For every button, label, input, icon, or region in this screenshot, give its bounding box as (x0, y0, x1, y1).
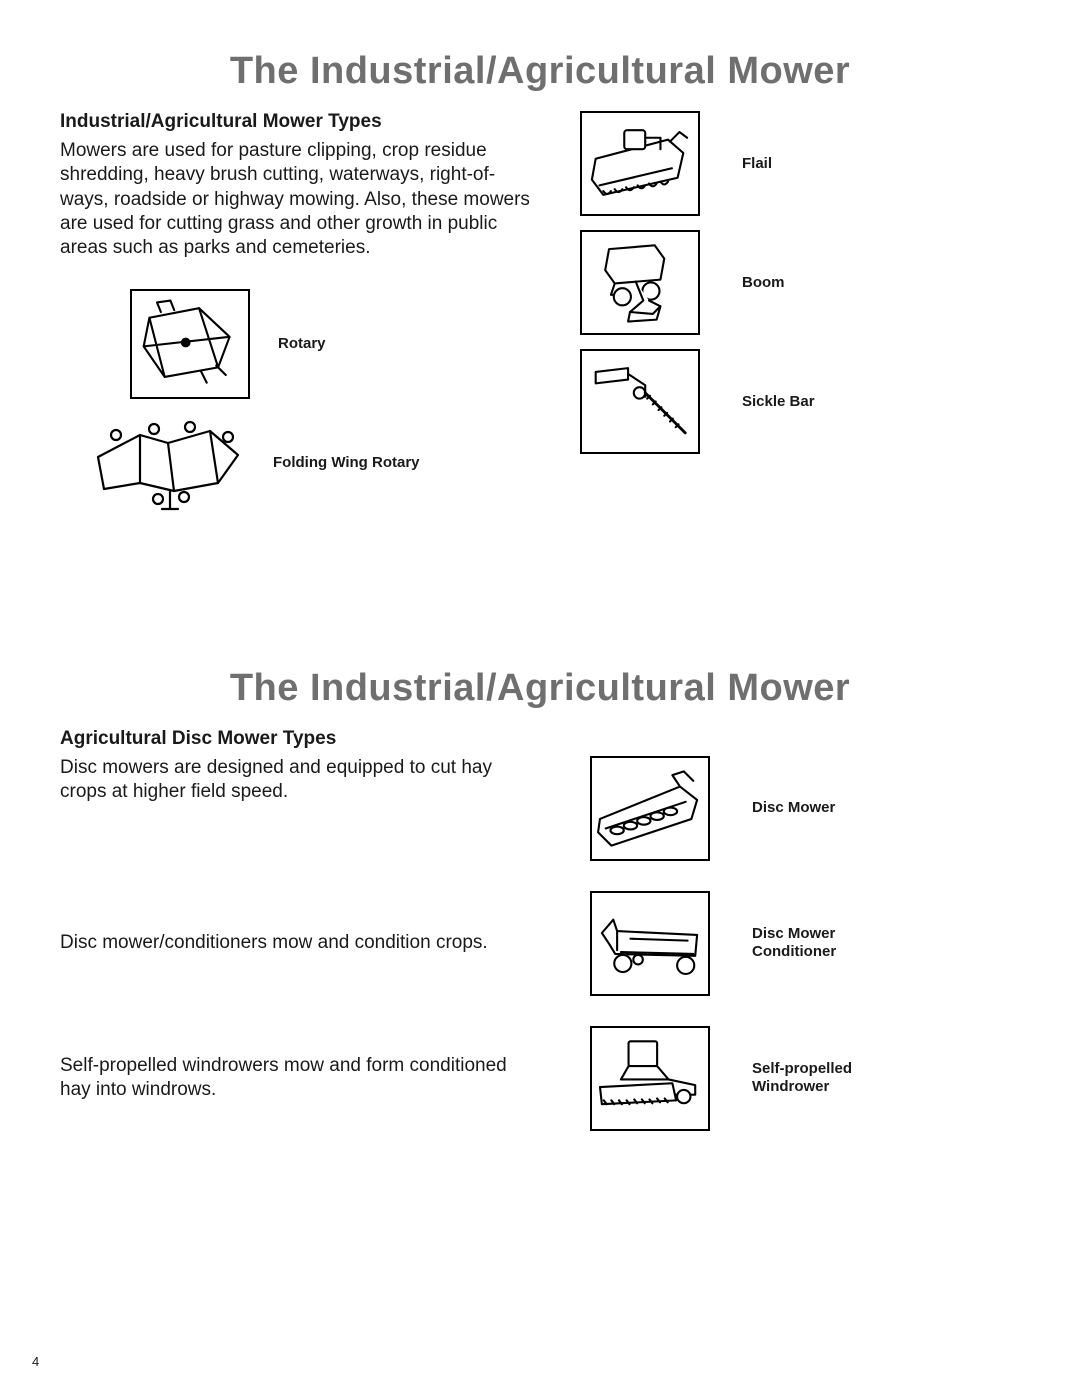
sickle-bar-label: Sickle Bar (742, 393, 815, 411)
section1-columns: Industrial/Agricultural Mower Types Mowe… (60, 111, 1020, 527)
windrower-icon (590, 1026, 710, 1131)
disc-mower-label: Disc Mower (752, 799, 835, 817)
type-row-boom: Boom (580, 230, 1020, 335)
disc-mower-conditioner-label: Disc Mower Conditioner (752, 925, 862, 961)
section1-intro: Mowers are used for pasture clipping, cr… (60, 139, 530, 261)
type-row-rotary: Rotary (130, 289, 560, 399)
section1-right-column: Flail Boom (580, 111, 1020, 527)
section2-heading: Agricultural Disc Mower Types (60, 728, 1020, 750)
section2: The Industrial/Agricultural Mower Agricu… (60, 667, 1020, 1131)
type-row-sickle-bar: Sickle Bar (580, 349, 1020, 454)
type-row-flail: Flail (580, 111, 1020, 216)
windrower-row: Self-propelled windrowers mow and form c… (60, 1026, 1020, 1131)
page-number: 4 (32, 1354, 39, 1369)
section1-title: The Industrial/Agricultural Mower (60, 50, 1020, 93)
boom-mower-icon (580, 230, 700, 335)
document-page: The Industrial/Agricultural Mower Indust… (0, 0, 1080, 1397)
flail-label: Flail (742, 155, 772, 173)
rotary-label: Rotary (278, 335, 326, 353)
windrower-text: Self-propelled windrowers mow and form c… (60, 1054, 530, 1103)
disc-mower-conditioner-row: Disc mower/conditioners mow and conditio… (60, 891, 1020, 996)
flail-mower-icon (580, 111, 700, 216)
folding-wing-label: Folding Wing Rotary (273, 454, 420, 472)
section1-left-column: Industrial/Agricultural Mower Types Mowe… (60, 111, 560, 527)
disc-mower-conditioner-text: Disc mower/conditioners mow and conditio… (60, 931, 530, 955)
sickle-bar-mower-icon (580, 349, 700, 454)
type-row-folding-wing: Folding Wing Rotary (90, 413, 560, 513)
windrower-label: Self-propelled Windrower (752, 1060, 872, 1096)
disc-mower-conditioner-icon (590, 891, 710, 996)
disc-mower-row: Disc mowers are designed and equipped to… (60, 756, 1020, 861)
section1-heading: Industrial/Agricultural Mower Types (60, 111, 560, 133)
boom-label: Boom (742, 274, 785, 292)
section2-title: The Industrial/Agricultural Mower (60, 667, 1020, 710)
rotary-mower-icon (130, 289, 250, 399)
disc-mower-text: Disc mowers are designed and equipped to… (60, 756, 530, 805)
disc-mower-icon (590, 756, 710, 861)
folding-wing-rotary-icon (90, 413, 245, 513)
